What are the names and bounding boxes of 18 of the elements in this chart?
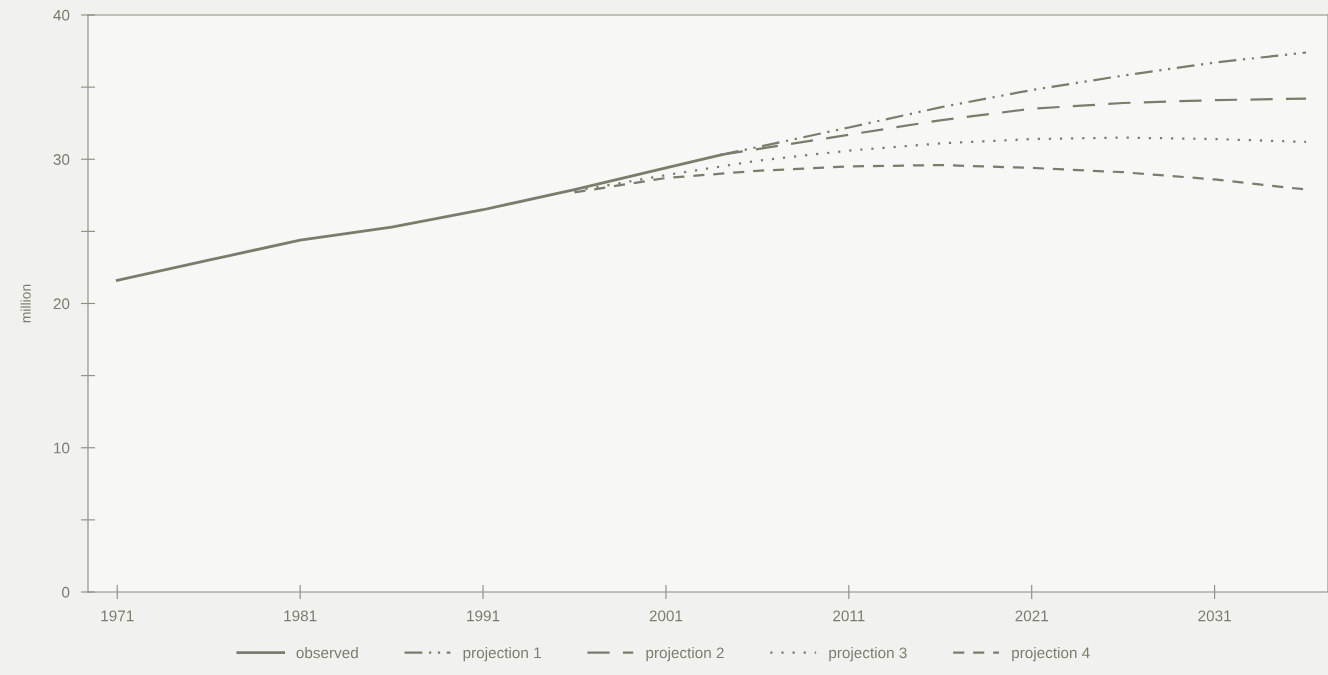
y-tick-label: 30 (53, 154, 70, 165)
x-tick-label: 2021 (1015, 610, 1048, 622)
y-tick-label: 10 (54, 442, 70, 454)
legend-label: projection 4 (1012, 647, 1090, 662)
x-tick-label: 1981 (284, 610, 317, 622)
y-tick-label: 0 (62, 586, 70, 598)
legend-label: projection 2 (646, 647, 724, 662)
legend-label: projection 3 (829, 647, 907, 662)
x-tick-label: 2001 (649, 610, 683, 622)
x-tick-label: 1991 (467, 610, 500, 622)
y-tick-label: 40 (53, 9, 70, 21)
x-tick-label: 1971 (101, 610, 134, 622)
y-tick-label: 20 (53, 298, 70, 310)
y-axis-title: million (20, 284, 31, 323)
x-tick-label: 2031 (1198, 610, 1231, 622)
x-tick-label: 2011 (833, 610, 865, 622)
legend-label: projection 1 (463, 647, 541, 662)
legend-label: observed (296, 647, 358, 659)
